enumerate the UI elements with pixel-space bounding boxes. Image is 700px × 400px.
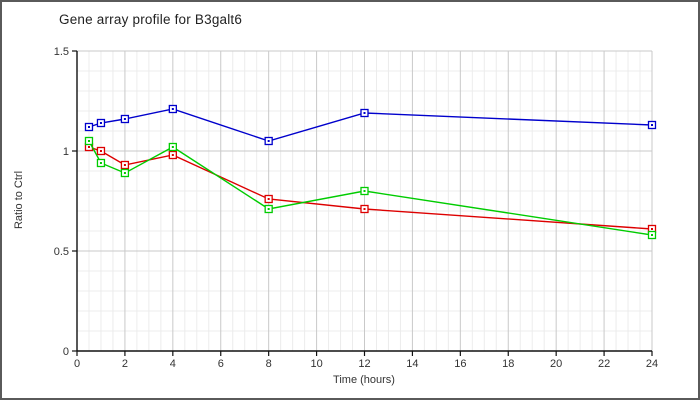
gridlines bbox=[77, 50, 653, 351]
chart-title: Gene array profile for B3galt6 bbox=[59, 12, 243, 27]
series-blue-marker-dot bbox=[99, 122, 102, 124]
x-tick-label: 4 bbox=[170, 358, 176, 370]
series-blue-marker-dot bbox=[87, 126, 90, 128]
series-red-marker-dot bbox=[99, 150, 102, 152]
series-green-marker-dot bbox=[267, 208, 270, 210]
y-tick-label: 0.5 bbox=[54, 246, 69, 258]
series-blue-line bbox=[88, 108, 653, 142]
series-blue-marker-dot bbox=[267, 140, 270, 142]
y-tick-label: 1.5 bbox=[54, 46, 69, 58]
x-tick-label: 22 bbox=[598, 358, 610, 370]
series-red-marker-dot bbox=[123, 164, 126, 166]
x-tick-label: 12 bbox=[358, 358, 370, 370]
series-blue-marker-dot bbox=[363, 112, 366, 114]
series-blue-marker-dot bbox=[123, 118, 126, 120]
x-tick-label: 24 bbox=[646, 358, 658, 370]
x-tick-label: 6 bbox=[218, 358, 224, 370]
series-blue-marker-dot bbox=[171, 108, 174, 110]
series-green-marker-dot bbox=[99, 162, 102, 164]
series-blue-marker-dot bbox=[651, 124, 653, 126]
series-red-marker-dot bbox=[651, 228, 653, 230]
y-tick-label: 1 bbox=[63, 146, 69, 158]
x-tick-label: 0 bbox=[74, 358, 80, 370]
series-red-marker-dot bbox=[87, 146, 90, 148]
series-green-marker-dot bbox=[651, 234, 653, 236]
x-tick-label: 20 bbox=[550, 358, 562, 370]
y-tick-label: 0 bbox=[63, 346, 69, 358]
x-tick-label: 10 bbox=[310, 358, 322, 370]
x-tick-label: 8 bbox=[266, 358, 272, 370]
series-green-marker-dot bbox=[171, 146, 174, 148]
series-green-marker-dot bbox=[123, 172, 126, 174]
series-red-marker-dot bbox=[267, 198, 270, 200]
series-red-line bbox=[88, 146, 653, 230]
x-tick-label: 14 bbox=[406, 358, 418, 370]
series-red-marker-dot bbox=[171, 154, 174, 156]
data-series bbox=[84, 104, 657, 240]
x-axis-label: Time (hours) bbox=[333, 374, 395, 386]
series-green-marker-dot bbox=[87, 140, 90, 142]
x-tick-label: 2 bbox=[122, 358, 128, 370]
y-axis-label: Ratio to Ctrl bbox=[13, 171, 25, 229]
x-tick-label: 16 bbox=[454, 358, 466, 370]
x-tick-label: 18 bbox=[502, 358, 514, 370]
series-green-marker-dot bbox=[363, 190, 366, 192]
series-red-marker-dot bbox=[363, 208, 366, 210]
